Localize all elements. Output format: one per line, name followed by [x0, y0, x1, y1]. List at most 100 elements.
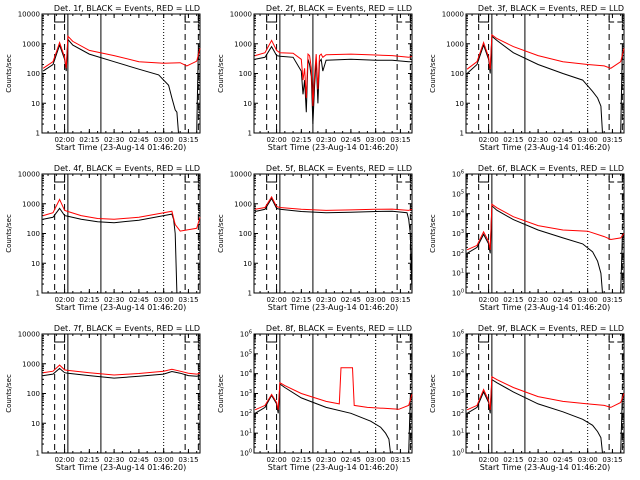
x-tick-label: 02:45	[129, 296, 149, 304]
x-axis-label: Start Time (23-Aug-14 01:46:20)	[56, 303, 187, 312]
y-tick-label: 100	[451, 70, 464, 78]
x-tick-label: 02:00	[478, 296, 498, 304]
y-axis-label: Counts/sec	[5, 54, 13, 93]
y-axis-label: Counts/sec	[429, 214, 437, 253]
x-tick-label: 02:00	[266, 296, 286, 304]
chart-title: Det. 4f, BLACK = Events, RED = LLD	[54, 164, 200, 173]
x-tick-label: 02:45	[341, 296, 361, 304]
interval-bracket	[396, 16, 403, 23]
x-tick-label: 03:00	[578, 136, 598, 144]
series-line-lld	[466, 375, 625, 411]
y-tick-label: 100	[27, 390, 40, 398]
interval-bracket	[184, 176, 191, 183]
interval-bracket	[483, 176, 490, 183]
interval-bracket	[266, 336, 272, 343]
y-tick-label: 10000	[18, 331, 40, 339]
x-tick-label: 02:30	[316, 296, 336, 304]
x-tick-label: 02:00	[54, 136, 74, 144]
y-tick-label: 104	[452, 209, 464, 218]
plot-frame	[41, 333, 201, 454]
x-tick-label: 02:45	[341, 456, 361, 464]
y-tick-label: 10	[243, 260, 252, 268]
x-tick-label: 03:15	[602, 136, 622, 144]
x-axis-label: Start Time (23-Aug-14 01:46:20)	[268, 143, 399, 152]
interval-bracket	[396, 336, 403, 343]
y-tick-label: 100	[239, 70, 252, 78]
x-tick-label: 02:15	[503, 456, 523, 464]
y-tick-label: 10000	[230, 11, 252, 19]
x-tick-label: 03:15	[390, 136, 410, 144]
x-axis-label: Start Time (23-Aug-14 01:46:20)	[268, 303, 399, 312]
interval-bracket	[54, 176, 60, 183]
series-line-events	[254, 383, 413, 454]
y-tick-label: 100	[240, 449, 252, 458]
x-tick-label: 02:15	[503, 136, 523, 144]
series-line-events	[254, 197, 413, 294]
x-tick-label: 03:00	[366, 296, 386, 304]
chart-title: Det. 9f, BLACK = Events, RED = LLD	[478, 324, 624, 333]
x-tick-label: 03:15	[602, 296, 622, 304]
y-tick-label: 1	[36, 130, 40, 138]
y-tick-label: 105	[452, 189, 464, 198]
x-tick-label: 03:15	[178, 296, 198, 304]
interval-bracket	[396, 176, 403, 183]
series-line-lld	[254, 367, 413, 411]
y-tick-label: 106	[452, 330, 464, 339]
y-tick-label: 100	[452, 289, 464, 298]
interval-bracket	[617, 176, 623, 183]
x-tick-label: 03:00	[366, 456, 386, 464]
y-tick-label: 1000	[446, 40, 464, 48]
chart-panel-9: Det. 9f, BLACK = Events, RED = LLD 100 101…	[429, 324, 625, 472]
y-tick-label: 100	[27, 70, 40, 78]
interval-bracket	[608, 176, 615, 183]
interval-bracket	[266, 176, 272, 183]
y-tick-label: 1000	[234, 200, 252, 208]
plot-frame	[465, 173, 625, 294]
x-axis-label: Start Time (23-Aug-14 01:46:20)	[480, 463, 611, 472]
y-axis-label: Counts/sec	[429, 374, 437, 413]
x-tick-label: 02:00	[266, 456, 286, 464]
interval-bracket	[59, 336, 66, 343]
x-tick-label: 03:00	[366, 136, 386, 144]
series-line-lld	[466, 203, 625, 251]
x-axis-label: Start Time (23-Aug-14 01:46:20)	[56, 143, 187, 152]
x-tick-label: 03:15	[178, 136, 198, 144]
interval-bracket	[266, 16, 272, 23]
x-tick-label: 02:00	[478, 136, 498, 144]
chart-title: Det. 8f, BLACK = Events, RED = LLD	[266, 324, 412, 333]
x-tick-label: 03:00	[578, 456, 598, 464]
y-tick-label: 10	[455, 100, 464, 108]
series-line-lld	[255, 195, 413, 211]
y-tick-label: 10	[31, 420, 40, 428]
x-axis-label: Start Time (23-Aug-14 01:46:20)	[268, 463, 399, 472]
x-tick-label: 02:30	[528, 136, 548, 144]
y-tick-label: 101	[240, 429, 252, 438]
chart-title: Det. 7f, BLACK = Events, RED = LLD	[54, 324, 200, 333]
x-tick-label: 02:00	[54, 456, 74, 464]
x-tick-label: 02:15	[79, 136, 99, 144]
x-tick-label: 02:45	[553, 136, 573, 144]
chart-panel-6: Det. 6f, BLACK = Events, RED = LLD 100 101…	[429, 164, 625, 312]
chart-panel-5: Det. 5f, BLACK = Events, RED = LLD 1 10 100…	[217, 164, 413, 312]
x-tick-label: 02:30	[316, 456, 336, 464]
interval-bracket	[617, 16, 623, 23]
series-line-lld	[43, 364, 201, 376]
chart-panel-1: Det. 1f, BLACK = Events, RED = LLD 1 10 100…	[5, 4, 201, 152]
x-tick-label: 02:45	[553, 456, 573, 464]
y-axis-label: Counts/sec	[217, 214, 225, 253]
x-tick-label: 02:00	[266, 136, 286, 144]
y-tick-label: 103	[240, 389, 252, 398]
x-tick-label: 02:30	[104, 456, 124, 464]
y-tick-label: 100	[239, 230, 252, 238]
y-axis-label: Counts/sec	[5, 214, 13, 253]
y-tick-label: 1	[460, 130, 464, 138]
chart-title: Det. 3f, BLACK = Events, RED = LLD	[478, 4, 624, 13]
interval-bracket	[271, 336, 278, 343]
y-tick-label: 1000	[22, 40, 40, 48]
x-tick-label: 02:45	[553, 296, 573, 304]
x-tick-label: 03:00	[578, 296, 598, 304]
y-tick-label: 1	[248, 130, 252, 138]
interval-bracket	[608, 16, 615, 23]
x-tick-label: 02:45	[129, 136, 149, 144]
